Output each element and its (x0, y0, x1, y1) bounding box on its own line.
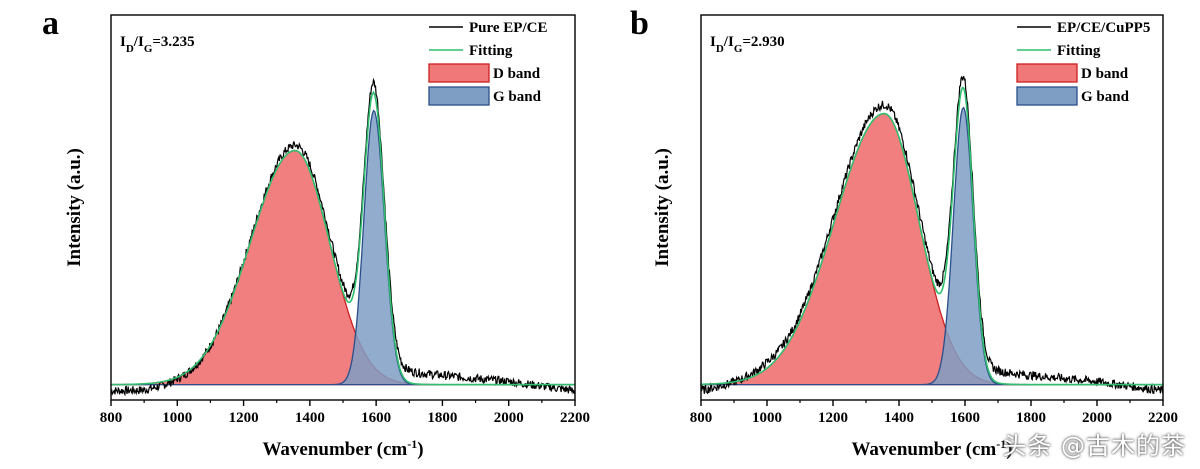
ratio-slash: /I (133, 34, 144, 50)
watermark: 头条 @古木的茶 (1002, 432, 1186, 460)
x-tick-label: 1000 (752, 410, 782, 426)
d-band-area (700, 112, 1163, 386)
d-band-area (110, 149, 575, 386)
legend-label: Fitting (469, 43, 513, 59)
legend-label: D band (493, 66, 541, 82)
x-tick-label: 2200 (560, 410, 590, 426)
ratio-sub-g: G (144, 43, 153, 55)
ratio-sub-d: D (126, 43, 134, 55)
ratio-slash: /I (723, 34, 734, 50)
x-tick-label: 800 (100, 410, 123, 426)
legend-label: Fitting (1057, 43, 1101, 59)
legend-label: EP/CE/CuPP5 (1057, 20, 1150, 36)
x-tick-label: 1000 (162, 410, 192, 426)
ratio-value: =3.235 (152, 34, 194, 50)
fitting-line (111, 90, 575, 386)
x-axis-title: Wavenumber (cm-1) (851, 437, 1012, 460)
x-axis-title-sup: -1 (407, 437, 417, 451)
legend: EP/CE/CuPP5 Fitting D band G band (1016, 20, 1150, 106)
x-tick-label: 1800 (1016, 410, 1046, 426)
x-tick-label: 1400 (884, 410, 914, 426)
x-tick-label: 1600 (361, 410, 391, 426)
x-tick-label: 1200 (229, 410, 259, 426)
x-axis-title-close: ) (1006, 439, 1012, 460)
legend-label: Pure EP/CE (469, 20, 547, 36)
panel-a: 800 1000 1200 1400 1600 1800 2000 2200 Wavenumbe… (42, 5, 590, 460)
x-tick-label: 2000 (1082, 410, 1112, 426)
x-tick-label: 2200 (1148, 410, 1178, 426)
ratio-value: =2.930 (742, 34, 784, 50)
legend-label: D band (1081, 66, 1129, 82)
raw-spectrum-line (700, 75, 1164, 395)
panel-b: 800 1000 1200 1400 1600 1800 2000 2200 Wavenumbe… (630, 5, 1178, 460)
x-axis-title-main: Wavenumber (cm (262, 439, 407, 460)
ratio-i: I (120, 34, 126, 50)
legend-swatch-g-band (428, 86, 490, 106)
ratio-sub-d: D (716, 43, 724, 55)
x-tick-label: 1600 (950, 410, 980, 426)
legend-label: G band (493, 89, 542, 105)
legend-label: G band (1081, 89, 1130, 105)
x-axis-title-main: Wavenumber (cm (851, 439, 996, 460)
legend-swatch-d-band (428, 63, 490, 83)
panel-letter: a (42, 5, 59, 42)
ratio-label: ID/IG=3.235 (120, 34, 195, 55)
x-tick-label: 2000 (494, 410, 524, 426)
x-tick-label: 1400 (295, 410, 325, 426)
x-tick-label: 1200 (818, 410, 848, 426)
panel-letter: b (630, 5, 649, 42)
y-axis-title: Intensity (a.u.) (652, 148, 673, 267)
x-tick-label: 1800 (427, 410, 457, 426)
x-tick-label: 800 (690, 410, 713, 426)
ratio-sub-g: G (734, 43, 743, 55)
x-axis-title-sup: -1 (996, 437, 1006, 451)
ratio-label: ID/IG=2.930 (710, 34, 785, 55)
x-axis-title-close: ) (417, 439, 423, 460)
legend: Pure EP/CE Fitting D band G band (428, 20, 547, 106)
legend-swatch-g-band (1016, 86, 1078, 106)
x-axis-title: Wavenumber (cm-1) (262, 437, 423, 460)
fitting-line (701, 86, 1163, 386)
y-axis-title: Intensity (a.u.) (64, 148, 85, 267)
ratio-i: I (710, 34, 716, 50)
legend-swatch-d-band (1016, 63, 1078, 83)
